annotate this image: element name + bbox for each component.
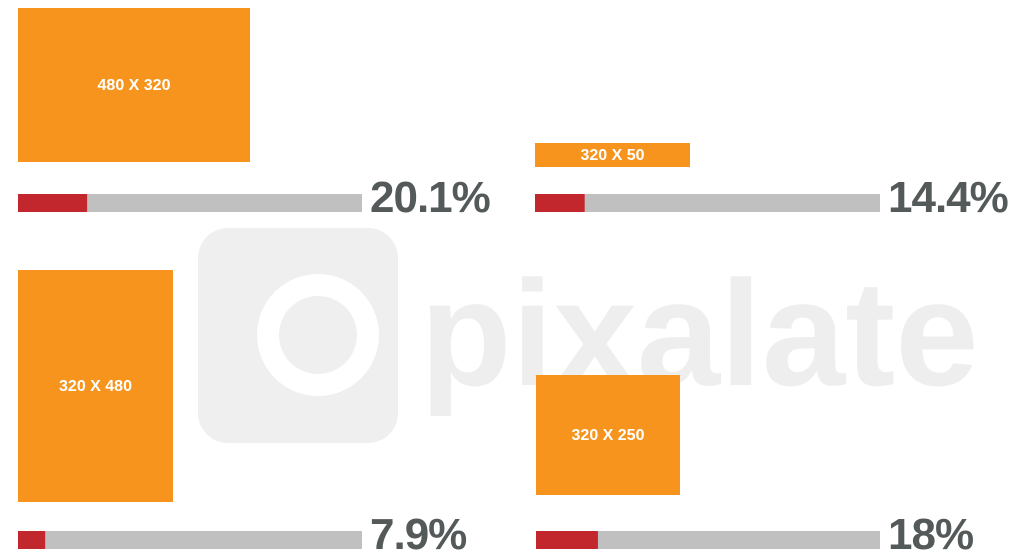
ad-size-label: 480 X 320 xyxy=(98,77,171,94)
ad-box xyxy=(18,270,173,502)
bar xyxy=(18,531,46,549)
ad-box xyxy=(18,8,250,162)
bar xyxy=(535,194,585,212)
bar xyxy=(536,531,598,549)
bar-track xyxy=(536,531,880,549)
ad-box xyxy=(536,375,680,495)
watermark-logo xyxy=(198,228,398,443)
bar-track xyxy=(18,531,362,549)
bar xyxy=(18,194,88,212)
ad-size-label: 320 X 480 xyxy=(59,378,132,395)
ad-box xyxy=(535,143,690,167)
watermark-logo-ring xyxy=(257,274,379,396)
value-label: 20.1% xyxy=(370,173,490,222)
bar-track xyxy=(18,194,362,212)
watermark-text: pixalate xyxy=(420,249,979,417)
value-label: 7.9% xyxy=(370,510,466,552)
value-label: 18% xyxy=(888,510,973,552)
ad-size-label: 320 X 50 xyxy=(580,147,644,164)
bar-track xyxy=(535,194,880,212)
watermark: pixalate xyxy=(198,228,979,443)
ad-size-label: 320 X 250 xyxy=(572,427,645,444)
value-label: 14.4% xyxy=(888,173,1008,222)
